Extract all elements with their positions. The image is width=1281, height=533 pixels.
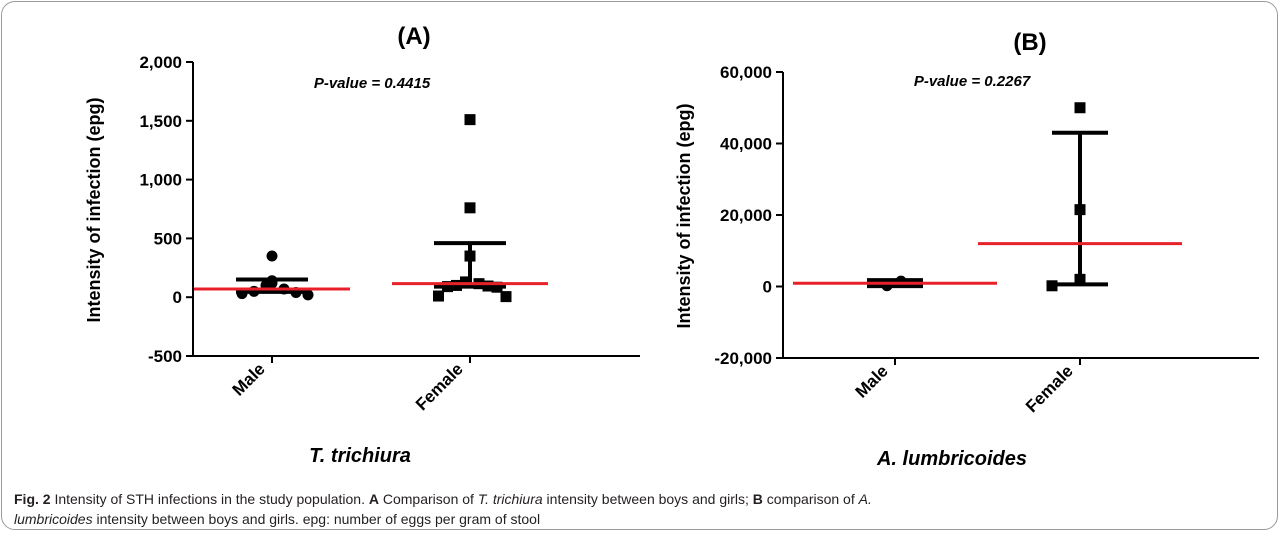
caption-italic-2: A. bbox=[858, 491, 872, 507]
data-point bbox=[302, 289, 314, 301]
data-point bbox=[442, 281, 453, 293]
y-tick-label: 0 bbox=[763, 278, 772, 297]
data-point bbox=[482, 280, 494, 292]
caption-italic-1: T. trichiura bbox=[477, 491, 543, 507]
data-point bbox=[451, 279, 462, 291]
y-tick-label: 60,000 bbox=[720, 63, 772, 82]
data-point bbox=[1074, 102, 1086, 114]
y-tick-label: 1,000 bbox=[139, 171, 182, 190]
y-axis-label: Intensity of infection (epg) bbox=[84, 98, 104, 323]
data-point bbox=[464, 114, 476, 126]
x-tick-label: Male bbox=[852, 361, 892, 401]
y-tick-label: 1,500 bbox=[139, 112, 182, 131]
data-point bbox=[460, 276, 471, 288]
y-tick-label: -20,000 bbox=[714, 349, 772, 368]
data-point bbox=[491, 281, 503, 293]
y-tick-label: 500 bbox=[154, 229, 182, 248]
caption-bold-b: B bbox=[752, 491, 763, 507]
data-point bbox=[433, 290, 444, 302]
caption-italic-3: lumbricoides bbox=[14, 511, 93, 527]
data-point bbox=[266, 250, 278, 262]
x-tick-label: Male bbox=[229, 359, 269, 399]
caption-label: Fig. 2 bbox=[14, 491, 51, 507]
data-point bbox=[1074, 273, 1086, 285]
figure-caption: Fig. 2 Intensity of STH infections in th… bbox=[14, 489, 1264, 529]
y-axis-label: Intensity of infection (epg) bbox=[674, 104, 694, 329]
data-point bbox=[500, 291, 512, 303]
data-point bbox=[236, 288, 248, 300]
y-tick-label: 0 bbox=[173, 288, 182, 307]
p-value-annotation: P-value = 0.2267 bbox=[914, 73, 1031, 90]
y-tick-label: 40,000 bbox=[720, 135, 772, 154]
data-point bbox=[464, 250, 476, 262]
caption-text-4: comparison of bbox=[762, 491, 859, 507]
caption-text-5: intensity between boys and girls. epg: n… bbox=[92, 511, 541, 527]
y-tick-label: 20,000 bbox=[720, 206, 772, 225]
x-axis-label: T. trichiura bbox=[309, 445, 411, 467]
chart-title: (A) bbox=[397, 23, 430, 50]
caption-text-1: Intensity of STH infections in the study… bbox=[50, 491, 369, 507]
series-male bbox=[194, 250, 350, 301]
y-tick-label: 2,000 bbox=[139, 53, 182, 72]
chart-title: (B) bbox=[1013, 29, 1046, 56]
chart-b: -20,000 0 20,000 40,000 60,000 Male Female (B) P… bbox=[674, 29, 1259, 470]
x-tick-label: Female bbox=[412, 359, 467, 414]
series-female bbox=[978, 102, 1182, 292]
series-male bbox=[793, 275, 997, 292]
x-tick-label: Female bbox=[1022, 361, 1077, 416]
data-point bbox=[1046, 280, 1058, 292]
y-tick-label: -500 bbox=[148, 347, 182, 366]
data-point bbox=[464, 202, 476, 214]
data-point bbox=[895, 275, 907, 287]
x-axis-label: A. lumbricoides bbox=[876, 448, 1027, 470]
p-value-annotation: P-value = 0.4415 bbox=[314, 75, 431, 92]
caption-text-2: Comparison of bbox=[378, 491, 478, 507]
series-female bbox=[392, 114, 548, 303]
caption-bold-a: A bbox=[368, 491, 379, 507]
chart-a: -500 0 500 1,000 1,500 2,000 Male Female (A) P-va… bbox=[84, 23, 640, 467]
caption-text-3: intensity between boys and girls; bbox=[542, 491, 753, 507]
data-point bbox=[1074, 204, 1086, 216]
